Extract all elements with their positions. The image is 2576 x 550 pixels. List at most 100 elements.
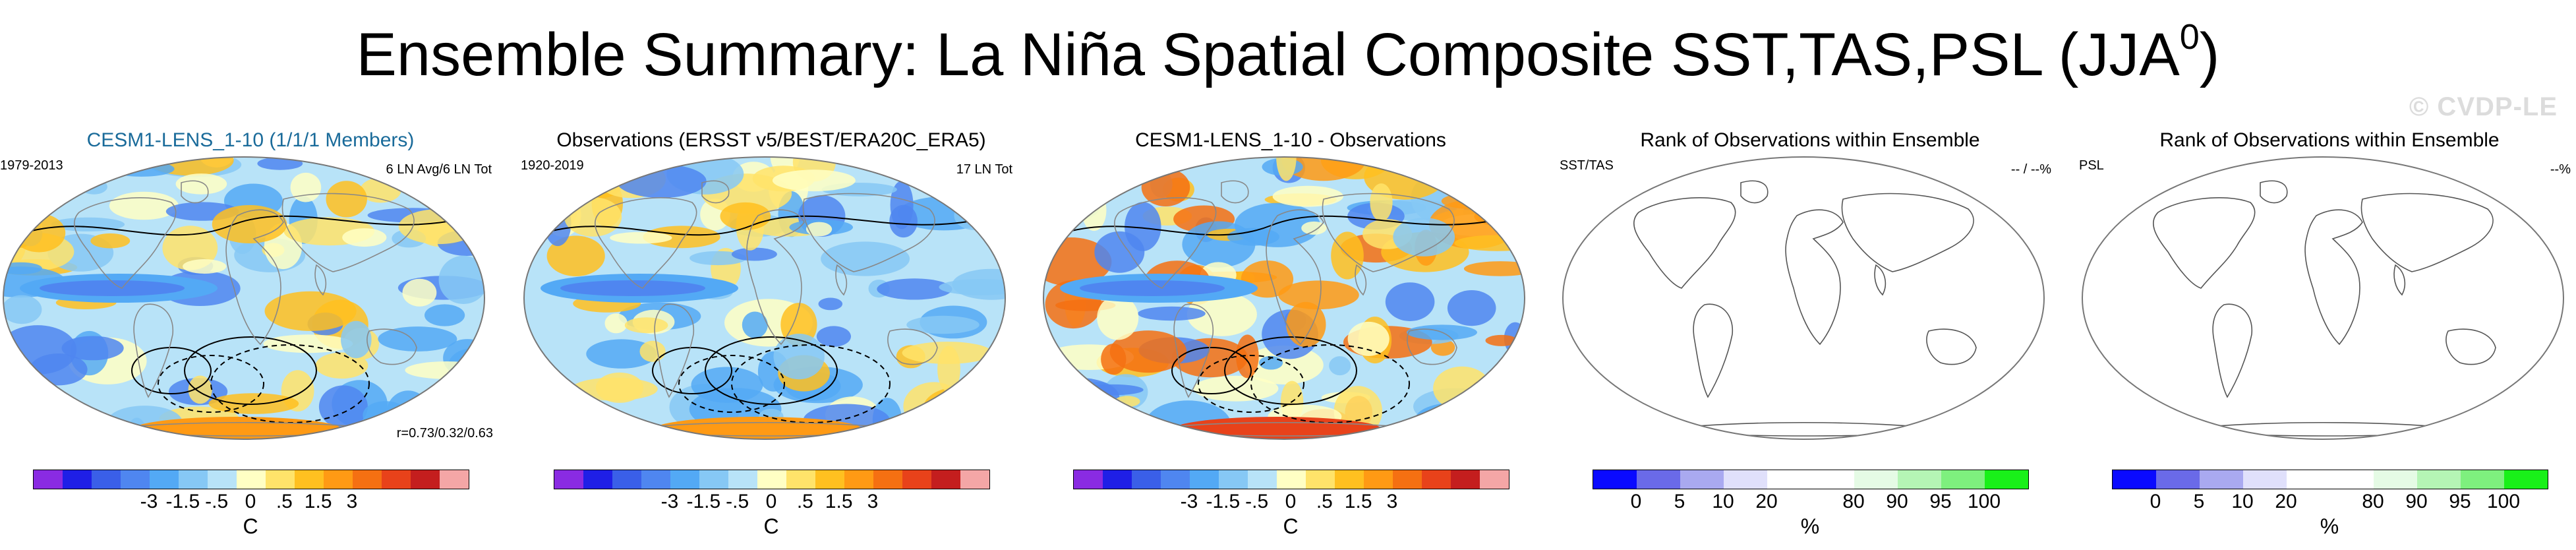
anomaly-blob — [903, 382, 965, 431]
colorbar-swatch — [786, 470, 815, 489]
anomaly-blob — [326, 181, 367, 218]
colorbar-swatch — [757, 470, 786, 489]
colorbar — [1593, 470, 2029, 489]
anomaly-blob — [1347, 321, 1390, 356]
anomaly-blob — [454, 167, 484, 216]
anomaly-blob — [90, 233, 131, 249]
anomaly-blob — [818, 297, 843, 311]
colorbar-swatch — [902, 470, 931, 489]
colorbar-ticks: -3 -1.5 -.5 0 .5 1.5 3 — [1073, 491, 1508, 517]
colorbar-units: % — [2320, 514, 2339, 538]
colorbar-swatch — [1593, 470, 1637, 489]
coastline — [1173, 303, 1214, 398]
figure-title: Ensemble Summary: La Niña Spatial Compos… — [0, 18, 2576, 91]
anomaly-blob — [1450, 157, 1515, 193]
colorbar-swatch — [1854, 470, 1898, 489]
anomaly-blob — [3, 385, 67, 414]
anomaly-blob — [805, 222, 833, 237]
psl-contour — [131, 347, 212, 394]
colorbar-swatch — [612, 470, 641, 489]
anomaly-blob — [720, 202, 771, 230]
colorbar-tick-label: 0 — [2150, 491, 2161, 512]
colorbar-swatch — [2156, 470, 2200, 489]
map-panel: CESM1-LENS_1-10 - Observations -3 -1.5 -.5 0… — [1040, 129, 1541, 545]
world-map — [3, 156, 485, 440]
coastline — [1874, 264, 1887, 296]
coastline — [2212, 303, 2253, 398]
colorbar-swatch — [2504, 470, 2548, 489]
coastline — [2360, 193, 2494, 272]
psl-contour — [546, 215, 983, 236]
coastline — [887, 328, 938, 365]
colorbar-tick-label: 20 — [2275, 491, 2297, 512]
anomaly-blob — [772, 169, 856, 192]
colorbar-swatch — [1277, 470, 1306, 489]
anomaly-blob — [424, 304, 465, 326]
anomaly-blob — [877, 278, 952, 300]
anomaly-blob — [731, 247, 777, 261]
anomaly-blob — [3, 176, 43, 195]
anomaly-blob — [378, 326, 457, 351]
coastline — [1633, 197, 1736, 289]
coastline — [73, 197, 177, 289]
colorbar-swatch — [1132, 470, 1161, 489]
colorbar-tick-label: 5 — [1674, 491, 1685, 512]
colorbar-swatch — [2243, 470, 2287, 489]
panel-count-label: 6 LN Avg/6 LN Tot — [386, 162, 492, 177]
anomaly-blob — [923, 386, 1005, 431]
colorbar-swatch — [34, 470, 63, 489]
coastline — [1113, 197, 1217, 289]
colorbar — [33, 470, 469, 489]
colorbar-swatch — [2374, 470, 2417, 489]
anomaly-blob — [419, 418, 459, 439]
colorbar-swatch — [382, 470, 411, 489]
coastline — [594, 197, 697, 289]
panel-count-label: -- / --% — [2010, 162, 2051, 177]
cold-tongue-core — [1080, 280, 1225, 296]
colorbar-tick-label: 10 — [1712, 491, 1734, 512]
colorbar-swatch — [873, 470, 902, 489]
anomaly-blob — [341, 321, 372, 359]
anomaly-blob — [974, 204, 1005, 230]
anomaly-blob — [610, 231, 672, 244]
colorbar-swatch — [179, 470, 208, 489]
anomaly-blob — [1272, 185, 1343, 207]
anomaly-blob — [1227, 228, 1279, 246]
anomaly-blob — [979, 390, 1005, 431]
anomaly-blob — [3, 157, 31, 169]
anomaly-blob — [821, 241, 910, 276]
psl-contour — [1171, 347, 1252, 394]
colorbar-tick-label: .5 — [276, 491, 293, 512]
anomaly-blob — [402, 278, 437, 307]
cold-tongue-core — [40, 280, 185, 296]
colorbar-swatch — [2287, 470, 2330, 489]
anomaly-blob — [524, 213, 548, 235]
anomaly-blob — [162, 226, 218, 270]
colorbar-swatch — [1680, 470, 1724, 489]
psl-contour — [1224, 336, 1357, 405]
colorbar-ticks: -3 -1.5 -.5 0 .5 1.5 3 — [554, 491, 989, 517]
colorbar-tick-label: 0 — [765, 491, 777, 512]
coastline — [1266, 209, 1324, 346]
anomaly-blob — [315, 352, 368, 379]
anomaly-blob — [1364, 433, 1451, 439]
colorbar-tick-label: -3 — [660, 491, 679, 512]
anomaly-blob — [1370, 183, 1393, 222]
panel-title: Rank of Observations within Ensemble — [2159, 129, 2500, 151]
anomaly-blob — [18, 406, 96, 439]
colorbar-swatch — [1637, 470, 1680, 489]
colorbar-swatch — [1422, 470, 1451, 489]
panel-title: CESM1-LENS_1-10 (1/1/1 Members) — [86, 129, 415, 151]
anomaly-blob — [183, 259, 227, 274]
coastline — [2260, 180, 2288, 204]
anomaly-blob — [564, 197, 622, 237]
colorbar-swatch — [150, 470, 179, 489]
anomaly-blob — [3, 295, 42, 324]
colorbar-swatch — [583, 470, 612, 489]
colorbar-tick-label: -.5 — [726, 491, 749, 512]
anomaly-blob — [529, 398, 585, 438]
colorbar-swatch — [1248, 470, 1277, 489]
anomaly-blob — [5, 181, 31, 218]
map-border — [1562, 156, 2045, 440]
colorbar-swatch — [121, 470, 150, 489]
